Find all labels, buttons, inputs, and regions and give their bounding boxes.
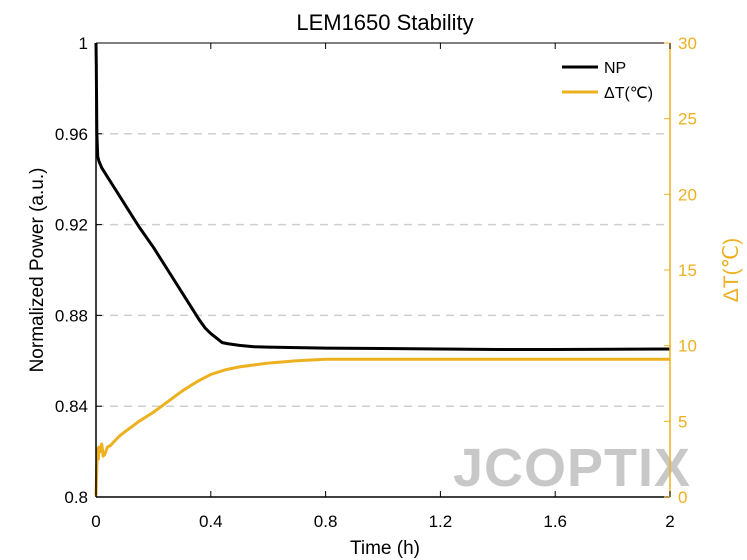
legend-np-label: NP bbox=[604, 60, 626, 77]
y-right-tick-label: 15 bbox=[678, 261, 697, 280]
x-tick-label: 1.6 bbox=[543, 512, 567, 531]
grid-lines bbox=[96, 133, 670, 407]
watermark-logo: JCOPTIX bbox=[453, 438, 691, 498]
x-tick-label: 2 bbox=[665, 512, 674, 531]
y-left-tick-label: 0.92 bbox=[55, 216, 88, 235]
x-tick-label: 0 bbox=[91, 512, 100, 531]
x-axis-ticks: 0 0.4 0.8 1.2 1.6 2 bbox=[91, 43, 675, 531]
legend: NP ΔT(℃) bbox=[562, 60, 653, 102]
x-tick-label: 0.8 bbox=[314, 512, 338, 531]
y-left-axis-label: Normalized Power (a.u.) bbox=[27, 168, 48, 373]
x-tick-label: 0.4 bbox=[199, 512, 223, 531]
y-left-axis-ticks: 0.8 0.84 0.88 0.92 0.96 1 bbox=[55, 34, 102, 507]
chart-title: LEM1650 Stability bbox=[296, 10, 473, 35]
y-right-tick-label: 25 bbox=[678, 110, 697, 129]
y-right-axis-ticks: 0 5 10 15 20 25 30 bbox=[664, 34, 697, 507]
x-tick-label: 1.2 bbox=[429, 512, 453, 531]
np-series-line bbox=[94, 42, 671, 351]
y-right-axis-label: ΔT(℃) bbox=[720, 238, 743, 302]
y-right-tick-label: 30 bbox=[678, 34, 697, 53]
legend-dt-label: ΔT(℃) bbox=[604, 85, 653, 102]
series-lines bbox=[94, 42, 671, 496]
dt-series-line bbox=[94, 357, 670, 496]
y-right-tick-label: 5 bbox=[678, 412, 687, 431]
y-left-tick-label: 0.88 bbox=[55, 306, 88, 325]
y-left-tick-label: 0.96 bbox=[55, 125, 88, 144]
y-left-tick-label: 0.8 bbox=[64, 488, 88, 507]
y-right-tick-label: 10 bbox=[678, 337, 697, 356]
y-right-tick-label: 0 bbox=[678, 488, 687, 507]
y-left-tick-label: 0.84 bbox=[55, 397, 88, 416]
x-axis-label: Time (h) bbox=[350, 538, 420, 559]
y-left-tick-label: 1 bbox=[79, 34, 88, 53]
y-right-tick-label: 20 bbox=[678, 185, 697, 204]
